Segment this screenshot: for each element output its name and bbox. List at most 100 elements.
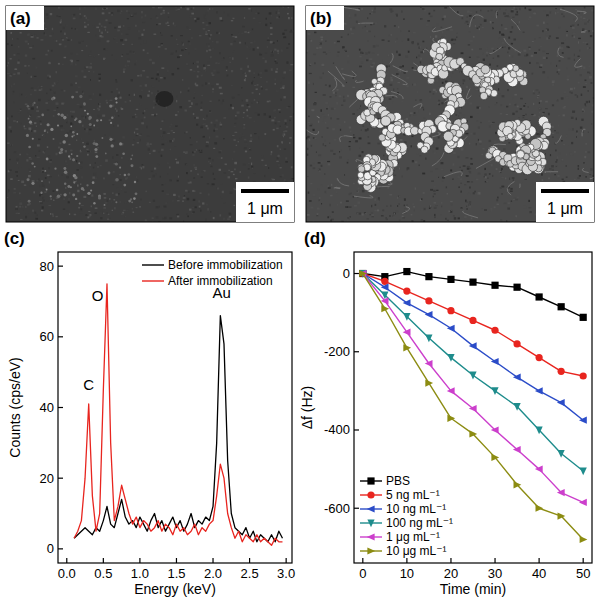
texture-speck — [513, 7, 515, 9]
texture-speck — [242, 100, 243, 101]
texture-speck — [37, 116, 40, 117]
texture-speck — [165, 48, 167, 50]
texture-speck — [229, 108, 232, 109]
texture-speck — [223, 218, 225, 220]
texture-speck — [29, 128, 32, 130]
texture-speck — [85, 215, 87, 216]
texture-speck — [306, 216, 308, 217]
texture-speck — [194, 63, 195, 64]
texture-speck — [98, 39, 101, 41]
texture-speck — [154, 34, 157, 35]
texture-speck — [51, 91, 53, 93]
texture-speck — [228, 14, 230, 16]
texture-speck — [282, 33, 284, 35]
texture-speck — [319, 170, 320, 172]
texture-speck — [20, 32, 22, 34]
texture-speck — [238, 94, 240, 95]
texture-speck — [406, 118, 408, 120]
texture-speck — [258, 137, 259, 139]
texture-speck — [214, 142, 217, 144]
texture-speck — [177, 68, 179, 69]
texture-speck — [116, 110, 117, 112]
texture-speck — [144, 113, 145, 114]
texture-speck — [457, 11, 459, 13]
texture-speck — [246, 58, 248, 60]
texture-speck — [190, 170, 192, 172]
texture-speck — [106, 102, 108, 103]
texture-speck — [591, 111, 593, 113]
texture-speck — [175, 125, 178, 127]
texture-speck — [131, 44, 133, 45]
texture-speck — [217, 188, 219, 189]
texture-dot — [27, 178, 30, 181]
texture-speck — [140, 139, 141, 141]
texture-speck — [56, 103, 59, 105]
texture-speck — [190, 69, 193, 71]
texture-speck — [538, 116, 539, 118]
texture-speck — [227, 219, 230, 220]
texture-speck — [30, 94, 31, 96]
texture-speck — [10, 178, 13, 180]
texture-speck — [374, 36, 375, 37]
texture-speck — [433, 196, 434, 198]
texture-speck — [160, 77, 163, 78]
texture-speck — [277, 155, 279, 157]
texture-speck — [29, 47, 32, 48]
texture-speck — [194, 97, 195, 99]
texture-dot — [75, 118, 77, 120]
texture-speck — [151, 78, 154, 79]
texture-speck — [558, 153, 560, 155]
texture-speck — [201, 75, 203, 77]
texture-speck — [197, 71, 199, 72]
image-background — [306, 6, 594, 222]
texture-speck — [91, 194, 93, 196]
texture-speck — [514, 104, 516, 106]
texture-speck — [176, 214, 178, 215]
texture-speck — [173, 25, 176, 27]
texture-speck — [185, 190, 187, 192]
texture-speck — [159, 206, 160, 208]
texture-speck — [41, 210, 43, 212]
texture-dot — [84, 110, 86, 112]
texture-speck — [70, 84, 72, 86]
texture-speck — [319, 47, 322, 49]
texture-speck — [57, 102, 58, 104]
texture-speck — [120, 202, 121, 203]
texture-dot — [115, 201, 117, 203]
texture-speck — [466, 16, 468, 18]
texture-speck — [20, 219, 22, 220]
texture-speck — [210, 34, 212, 36]
texture-speck — [245, 78, 246, 80]
texture-speck — [107, 41, 109, 43]
texture-speck — [57, 107, 59, 108]
texture-speck — [109, 218, 110, 219]
texture-speck — [223, 203, 225, 204]
texture-speck — [234, 188, 235, 190]
texture-speck — [29, 171, 30, 172]
texture-speck — [270, 27, 273, 29]
texture-speck — [138, 30, 141, 32]
texture-speck — [508, 47, 510, 49]
texture-speck — [499, 171, 502, 173]
texture-speck — [156, 17, 158, 19]
texture-speck — [520, 51, 523, 52]
texture-dot — [71, 135, 73, 137]
texture-speck — [98, 80, 100, 82]
texture-speck — [87, 32, 89, 33]
texture-speck — [111, 201, 113, 203]
texture-speck — [18, 180, 20, 181]
texture-speck — [86, 143, 89, 145]
texture-speck — [278, 109, 281, 110]
texture-speck — [264, 175, 265, 177]
texture-speck — [583, 42, 585, 43]
texture-speck — [45, 188, 47, 189]
texture-speck — [105, 202, 108, 204]
texture-speck — [15, 208, 18, 210]
texture-speck — [47, 146, 48, 148]
texture-speck — [266, 18, 267, 20]
texture-speck — [196, 61, 199, 63]
texture-speck — [86, 128, 89, 130]
texture-speck — [34, 76, 37, 77]
texture-speck — [205, 69, 206, 71]
texture-speck — [173, 194, 176, 196]
